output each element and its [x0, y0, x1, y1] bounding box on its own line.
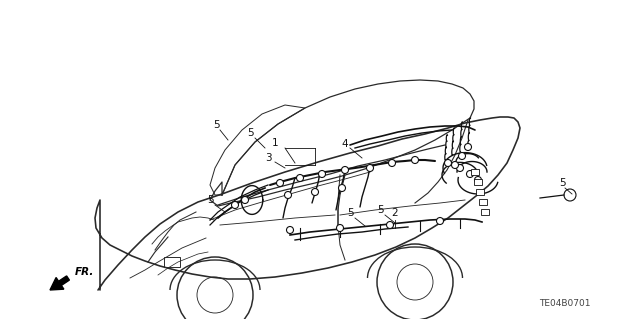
Circle shape	[465, 144, 472, 151]
Text: TE04B0701: TE04B0701	[540, 299, 591, 308]
Circle shape	[241, 197, 248, 204]
Text: 5: 5	[347, 208, 353, 218]
Text: 2: 2	[392, 208, 398, 218]
FancyBboxPatch shape	[474, 179, 482, 185]
Text: 5: 5	[246, 128, 253, 138]
FancyArrow shape	[50, 276, 69, 290]
Circle shape	[285, 191, 291, 198]
Circle shape	[474, 176, 481, 183]
Circle shape	[276, 180, 284, 187]
Circle shape	[287, 226, 294, 234]
Circle shape	[388, 160, 396, 167]
Text: 5: 5	[377, 205, 383, 215]
Circle shape	[296, 174, 303, 182]
Circle shape	[412, 157, 419, 164]
FancyBboxPatch shape	[471, 169, 479, 175]
FancyBboxPatch shape	[476, 189, 484, 195]
Circle shape	[342, 167, 349, 174]
Circle shape	[467, 170, 474, 177]
Circle shape	[436, 218, 444, 225]
Circle shape	[387, 221, 394, 228]
Circle shape	[445, 160, 451, 167]
Text: FR.: FR.	[75, 267, 94, 277]
Text: 5: 5	[559, 178, 565, 188]
Circle shape	[456, 165, 463, 172]
Text: 4: 4	[342, 139, 348, 149]
FancyBboxPatch shape	[481, 209, 489, 215]
Circle shape	[312, 189, 319, 196]
Text: 3: 3	[265, 153, 271, 163]
FancyBboxPatch shape	[479, 199, 487, 205]
Circle shape	[339, 184, 346, 191]
Circle shape	[337, 225, 344, 232]
Circle shape	[232, 202, 239, 209]
Text: 5: 5	[212, 120, 220, 130]
Circle shape	[458, 152, 465, 160]
Circle shape	[451, 161, 458, 168]
Circle shape	[367, 165, 374, 172]
Text: 1: 1	[272, 138, 278, 148]
Text: 5: 5	[207, 195, 213, 205]
Circle shape	[319, 170, 326, 177]
